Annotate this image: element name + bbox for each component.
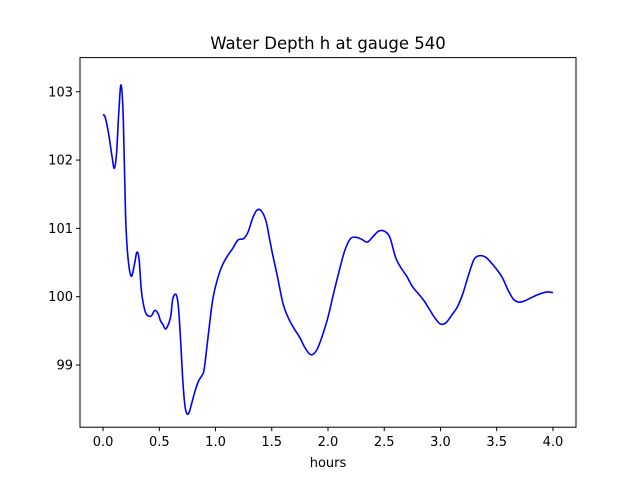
x-tick-label: 2.0 <box>318 435 339 450</box>
y-tick-label: 103 <box>48 85 73 100</box>
x-tick-label: 0.0 <box>93 435 114 450</box>
x-tick-label: 2.5 <box>374 435 395 450</box>
x-tick-label: 4.0 <box>543 435 564 450</box>
y-axis-ticks: 99 100 101 102 103 <box>48 85 80 374</box>
x-axis-label: hours <box>310 456 347 471</box>
chart-title: Water Depth h at gauge 540 <box>210 34 445 53</box>
x-axis-ticks: 0.0 0.5 1.0 1.5 2.0 2.5 3.0 3.5 4.0 <box>93 427 564 450</box>
x-tick-label: 3.5 <box>486 435 507 450</box>
y-tick-label: 102 <box>48 154 73 169</box>
y-tick-label: 99 <box>56 359 73 374</box>
x-tick-label: 3.0 <box>430 435 451 450</box>
y-tick-label: 101 <box>48 222 73 237</box>
x-tick-label: 1.5 <box>261 435 282 450</box>
x-tick-label: 1.0 <box>205 435 226 450</box>
y-tick-label: 100 <box>48 290 73 305</box>
plot-layer <box>102 84 554 416</box>
x-tick-label: 0.5 <box>149 435 170 450</box>
series-line-0 <box>102 84 554 416</box>
